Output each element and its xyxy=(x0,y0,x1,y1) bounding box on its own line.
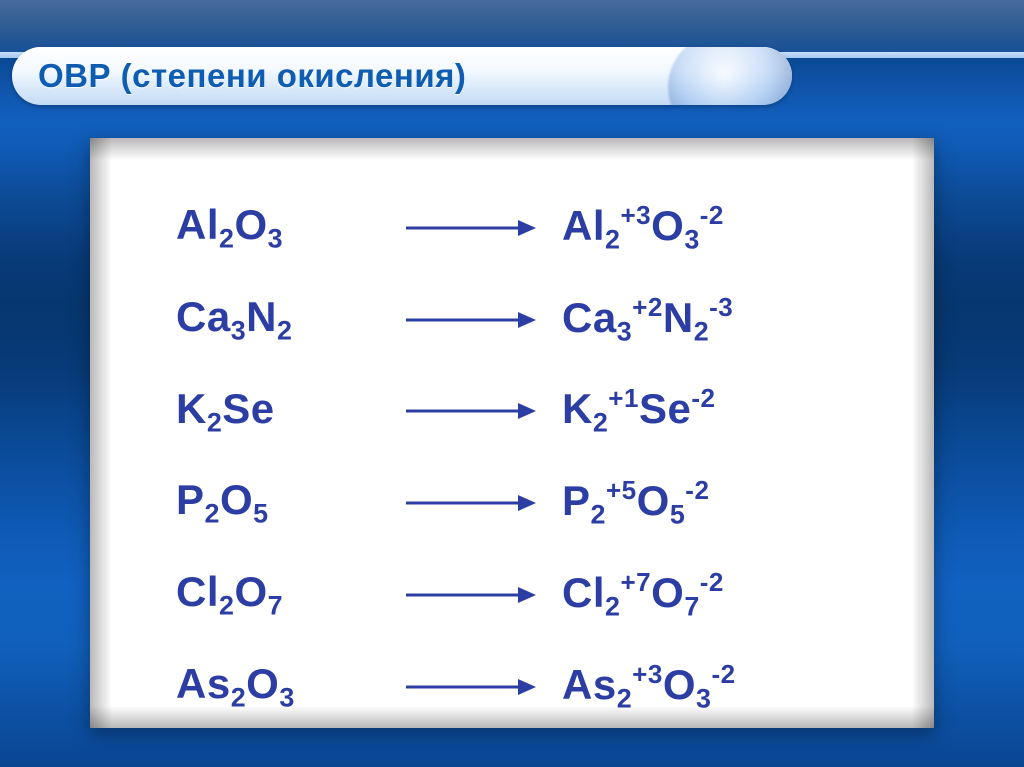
arrow-icon xyxy=(406,319,536,321)
arrow-line xyxy=(406,226,520,229)
arrow-line xyxy=(406,593,520,596)
title-bar: ОВР (степени окисления) xyxy=(12,40,792,112)
formula-lhs: K2Se xyxy=(176,385,406,439)
formula-rhs: K2+1Se-2 xyxy=(536,383,894,439)
arrow-line xyxy=(406,318,520,321)
formula-lhs: P2O5 xyxy=(176,476,406,530)
reaction-row: As2O3 As2+3O3-2 xyxy=(176,659,894,715)
arrow-line xyxy=(406,685,520,688)
formula-lhs: Cl2O7 xyxy=(176,568,406,622)
arrow-head xyxy=(518,312,536,328)
formula-lhs: Ca3N2 xyxy=(176,293,406,347)
arrow-head xyxy=(518,403,536,419)
arrow-line xyxy=(406,502,520,505)
panel-shadow-right xyxy=(912,138,934,728)
formula-rhs: P2+5O5-2 xyxy=(536,475,894,531)
content-panel: Al2O3 Al2+3O3-2 Ca3N2 Ca3+2N2-3 K2Se K2+1Se-2… xyxy=(90,138,934,728)
slide-page: ОВР (степени окисления) Al2O3 Al2+3O3-2 Ca… xyxy=(0,0,1024,767)
formula-lhs: As2O3 xyxy=(176,660,406,714)
arrow-head xyxy=(518,679,536,695)
formula-rhs: Al2+3O3-2 xyxy=(536,200,894,256)
reaction-row: Cl2O7 Cl2+7O7-2 xyxy=(176,567,894,623)
panel-shadow-left xyxy=(90,138,112,728)
arrow-icon xyxy=(406,686,536,688)
reaction-row: P2O5 P2+5O5-2 xyxy=(176,475,894,531)
arrow-head xyxy=(518,495,536,511)
reaction-list: Al2O3 Al2+3O3-2 Ca3N2 Ca3+2N2-3 K2Se K2+1Se-2… xyxy=(176,200,894,714)
reaction-row: Al2O3 Al2+3O3-2 xyxy=(176,200,894,256)
arrow-icon xyxy=(406,227,536,229)
arrow-head xyxy=(518,220,536,236)
arrow-icon xyxy=(406,594,536,596)
formula-rhs: Cl2+7O7-2 xyxy=(536,567,894,623)
arrow-icon xyxy=(406,502,536,504)
title-pill: ОВР (степени окисления) xyxy=(12,47,792,105)
reaction-row: K2Se K2+1Se-2 xyxy=(176,383,894,439)
formula-lhs: Al2O3 xyxy=(176,201,406,255)
arrow-line xyxy=(406,410,520,413)
formula-rhs: As2+3O3-2 xyxy=(536,659,894,715)
arrow-head xyxy=(518,587,536,603)
formula-rhs: Ca3+2N2-3 xyxy=(536,292,894,348)
reaction-row: Ca3N2 Ca3+2N2-3 xyxy=(176,292,894,348)
slide-title: ОВР (степени окисления) xyxy=(38,57,466,95)
arrow-icon xyxy=(406,410,536,412)
